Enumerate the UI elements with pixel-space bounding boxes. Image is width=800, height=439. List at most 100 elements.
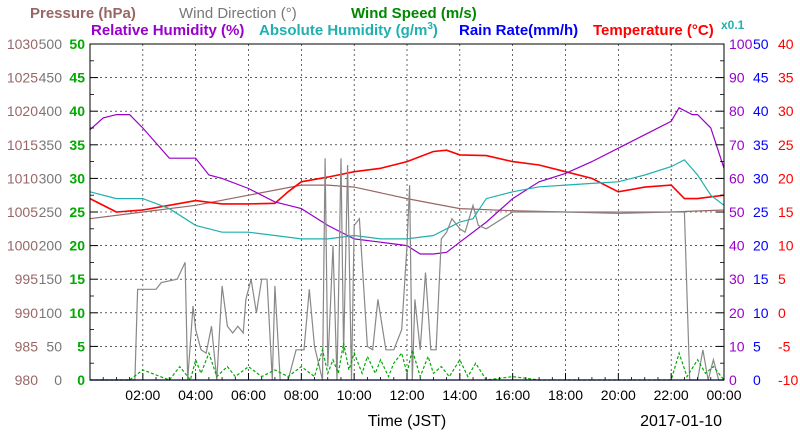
x-tick-label: 04:00	[178, 387, 213, 403]
y-tick-label-wind-speed: 50	[69, 36, 85, 52]
x-tick-label: 12:00	[389, 387, 424, 403]
y-tick-label-rain-rate: 0	[753, 372, 761, 388]
y-tick-label-relative-humidity: 60	[729, 170, 745, 186]
y-tick-label-wind-speed: 20	[69, 238, 85, 254]
y-tick-label-wind-speed: 10	[69, 305, 85, 321]
y-tick-label-wind-direction: 350	[39, 137, 63, 153]
y-tick-label-temperature: 15	[778, 204, 794, 220]
x-tick-label: 18:00	[548, 387, 583, 403]
y-tick-label-temperature: 25	[778, 137, 794, 153]
y-tick-label-temperature: 20	[778, 170, 794, 186]
y-tick-label-temperature: 35	[778, 70, 794, 86]
y-tick-label-rain-rate: 25	[753, 204, 769, 220]
x-tick-label: 08:00	[284, 387, 319, 403]
date-label: 2017-01-10	[640, 413, 722, 430]
y-tick-label-wind-speed: 45	[69, 70, 85, 86]
y-tick-label-wind-speed: 15	[69, 271, 85, 287]
y-tick-label-temperature: -5	[778, 338, 791, 354]
legend-absolute-humidity-close: )	[433, 22, 438, 39]
y-tick-label-pressure: 1030	[7, 36, 38, 52]
y-tick-label-wind-direction: 0	[54, 372, 62, 388]
y-tick-label-wind-direction: 250	[39, 204, 63, 220]
y-tick-label-wind-speed: 25	[69, 204, 85, 220]
y-tick-label-pressure: 990	[15, 305, 39, 321]
y-tick-label-rain-rate: 10	[753, 305, 769, 321]
legend-absolute-humidity-exp: 3	[427, 21, 433, 32]
y-tick-label-wind-direction: 400	[39, 103, 63, 119]
legend-relative-humidity: Relative Humidity (%)	[91, 22, 244, 39]
x-tick-label: 20:00	[601, 387, 636, 403]
legend-wind-speed: Wind Speed (m/s)	[351, 5, 477, 22]
y-tick-label-rain-rate: 50	[753, 36, 769, 52]
y-tick-label-relative-humidity: 80	[729, 103, 745, 119]
series-wind-direction	[90, 158, 724, 381]
y-tick-label-rain-rate: 35	[753, 137, 769, 153]
y-tick-label-temperature: 0	[778, 305, 786, 321]
y-tick-label-relative-humidity: 30	[729, 271, 745, 287]
y-tick-label-relative-humidity: 50	[729, 204, 745, 220]
y-tick-label-wind-speed: 0	[77, 372, 85, 388]
x-tick-label: 22:00	[654, 387, 689, 403]
y-tick-label-temperature: 30	[778, 103, 794, 119]
y-tick-label-temperature: 10	[778, 238, 794, 254]
y-tick-label-temperature: 40	[778, 36, 794, 52]
y-tick-label-rain-rate: 20	[753, 238, 769, 254]
x-axis-title: Time (JST)	[368, 413, 447, 430]
y-tick-label-relative-humidity: 100	[729, 36, 753, 52]
y-tick-label-pressure: 1020	[7, 103, 38, 119]
y-tick-label-relative-humidity: 10	[729, 338, 745, 354]
y-tick-label-rain-rate: 15	[753, 271, 769, 287]
y-tick-label-wind-direction: 100	[39, 305, 63, 321]
y-tick-label-temperature: -10	[778, 372, 798, 388]
y-tick-label-wind-speed: 5	[77, 338, 85, 354]
x-tick-label: 10:00	[337, 387, 372, 403]
y-tick-label-pressure: 1005	[7, 204, 38, 220]
y-tick-label-wind-speed: 35	[69, 137, 85, 153]
grid-layer	[90, 44, 724, 380]
y-tick-label-wind-speed: 40	[69, 103, 85, 119]
y-tick-label-pressure: 1010	[7, 170, 38, 186]
x-tick-label: 02:00	[125, 387, 160, 403]
y-tick-label-pressure: 1025	[7, 70, 38, 86]
y-tick-label-rain-rate: 45	[753, 70, 769, 86]
series-temperature-c	[89, 149, 725, 213]
y-tick-label-pressure: 995	[15, 271, 39, 287]
y-tick-label-relative-humidity: 0	[729, 372, 737, 388]
y-tick-label-temperature: 5	[778, 271, 786, 287]
legend-wind-direction: Wind Direction (°)	[179, 5, 297, 22]
y-tick-label-wind-direction: 450	[39, 70, 63, 86]
legend-pressure: Pressure (hPa)	[30, 5, 136, 22]
series-absolute-humidity-g-m3	[89, 159, 725, 240]
x-tick-label: 16:00	[495, 387, 530, 403]
y-tick-label-rain-rate: 40	[753, 103, 769, 119]
x-tick-label: 00:00	[706, 387, 741, 403]
y-tick-label-pressure: 1000	[7, 238, 38, 254]
y-tick-label-wind-direction: 500	[39, 36, 63, 52]
x-tick-label: 06:00	[231, 387, 266, 403]
x-tick-label: 14:00	[442, 387, 477, 403]
y-tick-label-relative-humidity: 20	[729, 305, 745, 321]
y-tick-label-wind-direction: 50	[46, 338, 62, 354]
y-tick-label-wind-direction: 300	[39, 170, 63, 186]
legend-absolute-humidity-label: Absolute Humidity (g/m	[259, 22, 427, 39]
y-tick-label-wind-direction: 150	[39, 271, 63, 287]
y-tick-label-rain-rate: 5	[753, 338, 761, 354]
legend-multiplier: x0.1	[721, 18, 745, 32]
y-tick-label-pressure: 1015	[7, 137, 38, 153]
legend-rain-rate: Rain Rate(mm/h)	[459, 22, 578, 39]
series-relative-humidity	[89, 107, 725, 255]
y-tick-label-pressure: 985	[15, 338, 39, 354]
series-pressure-hpa	[89, 184, 725, 220]
y-tick-label-pressure: 980	[15, 372, 39, 388]
axis-layer: 02:00 04:00 06:00 08:00 10:00 12:00 14:00 16:00…	[7, 36, 799, 403]
y-tick-label-wind-speed: 30	[69, 170, 85, 186]
legend-absolute-humidity: Absolute Humidity (g/m3)	[259, 21, 438, 39]
y-tick-label-wind-direction: 200	[39, 238, 63, 254]
y-tick-label-relative-humidity: 70	[729, 137, 745, 153]
y-tick-label-relative-humidity: 40	[729, 238, 745, 254]
y-tick-label-relative-humidity: 90	[729, 70, 745, 86]
legend-temperature: Temperature (°C)	[593, 22, 714, 39]
y-tick-label-rain-rate: 30	[753, 170, 769, 186]
